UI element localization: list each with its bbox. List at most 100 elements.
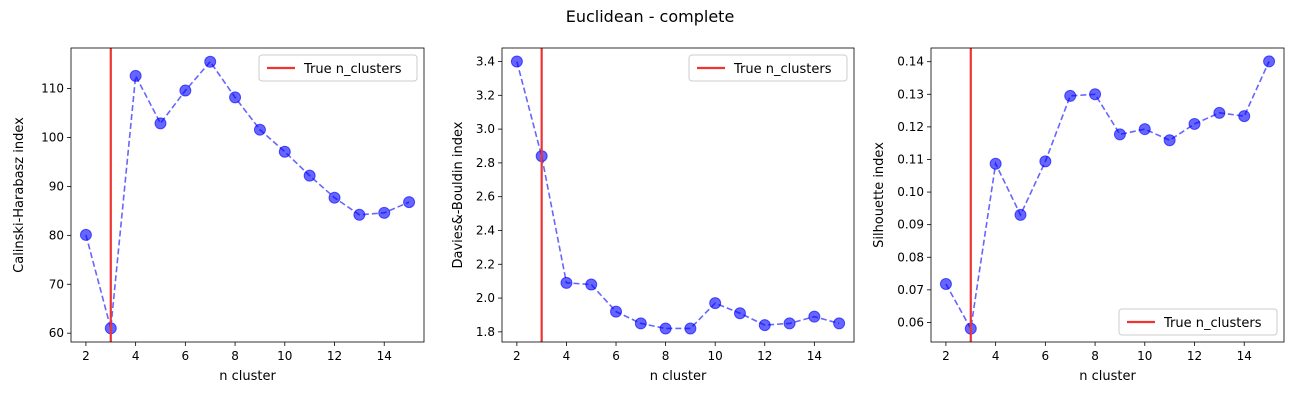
y-tick-label: 3.2	[476, 88, 495, 102]
y-tick-label: 0.09	[897, 218, 924, 232]
data-point	[154, 117, 167, 130]
x-tick-label: 8	[231, 349, 239, 363]
data-point	[758, 319, 771, 332]
x-tick-label: 6	[1042, 349, 1050, 363]
data-point	[1213, 106, 1226, 119]
data-point	[808, 310, 821, 323]
y-tick-label: 0.13	[897, 87, 924, 101]
chart-panel-silhouette: 2 4 6 8 10 12 14 0.06 0.07 0.08 0.09 0.10 0.11 0.12 0.…	[872, 47, 1285, 384]
legend-box	[688, 54, 848, 82]
axes-frame	[501, 47, 855, 343]
x-tick-label: 6	[182, 349, 190, 363]
data-point	[709, 297, 722, 310]
data-point	[610, 305, 623, 318]
data-point	[278, 145, 291, 158]
data-point	[1039, 155, 1052, 168]
y-tick-label: 100	[41, 131, 64, 145]
data-point	[634, 317, 647, 330]
series-line	[945, 61, 1270, 332]
y-tick-label: 110	[41, 82, 64, 96]
legend-label: True n_clusters	[303, 62, 402, 77]
y-tick-label: 60	[49, 326, 64, 340]
figure-title: Euclidean - complete	[566, 7, 735, 26]
data-point	[403, 196, 416, 209]
x-tick-label: 12	[1187, 349, 1202, 363]
y-tick-label: 0.06	[897, 315, 924, 329]
y-tick-label: 2.4	[476, 223, 495, 237]
chart-panel-davies: 2 4 6 8 10 12 14 1.8 2.0 2.2 2.4 2.6 2.8 3.0 3.2 3.4 n c…	[451, 47, 855, 384]
y-tick-label: 90	[49, 179, 64, 193]
y-axis-label: Davies&-Bouldin index	[451, 121, 466, 268]
x-tick-label: 12	[327, 349, 342, 363]
data-point	[378, 206, 391, 219]
data-point	[328, 191, 341, 204]
data-point	[229, 91, 242, 104]
data-point	[1263, 55, 1276, 68]
y-tick-label: 0.08	[897, 250, 924, 264]
x-tick-label: 2	[82, 349, 90, 363]
y-tick-label: 0.10	[897, 185, 924, 199]
series-line	[85, 60, 410, 329]
x-axis-label: n cluster	[1079, 369, 1136, 384]
data-point	[733, 307, 746, 320]
y-tick-label: 80	[49, 228, 64, 242]
x-tick-label: 4	[563, 349, 571, 363]
y-tick-label: 3.0	[476, 122, 495, 136]
legend-label: True n_clusters	[733, 62, 832, 77]
data-point	[560, 276, 573, 289]
y-tick-label: 2.8	[476, 156, 495, 170]
data-point	[989, 157, 1002, 170]
data-point	[303, 169, 316, 182]
data-point	[510, 55, 523, 68]
x-axis-label: n cluster	[650, 369, 707, 384]
y-tick-label: 0.07	[897, 283, 924, 297]
x-tick-label: 2	[942, 349, 950, 363]
y-tick-label: 0.11	[897, 152, 924, 166]
data-point	[1014, 208, 1027, 221]
data-point	[684, 322, 697, 335]
x-tick-label: 12	[757, 349, 772, 363]
axes-frame	[70, 47, 425, 343]
y-axis-label: Calinski-Harabasz index	[12, 117, 27, 273]
data-point	[1138, 123, 1151, 136]
x-tick-label: 14	[1237, 349, 1252, 363]
data-point	[939, 277, 952, 290]
y-tick-label: 2.6	[476, 190, 495, 204]
data-point	[783, 317, 796, 330]
data-point	[1238, 110, 1251, 123]
x-tick-label: 10	[277, 349, 292, 363]
x-tick-label: 14	[807, 349, 822, 363]
data-point	[585, 278, 598, 291]
data-point	[1089, 88, 1102, 101]
y-tick-label: 2.2	[476, 257, 495, 271]
data-point	[659, 322, 672, 335]
data-point	[129, 69, 142, 82]
legend-label: True n_clusters	[1163, 316, 1262, 331]
y-tick-label: 1.8	[476, 325, 495, 339]
x-tick-label: 14	[377, 349, 392, 363]
y-axis-label: Silhouette index	[872, 142, 887, 248]
data-point	[79, 228, 92, 241]
x-tick-label: 4	[132, 349, 140, 363]
legend-box	[258, 54, 418, 82]
x-tick-label: 2	[513, 349, 521, 363]
data-point	[833, 317, 846, 330]
x-tick-label: 6	[612, 349, 620, 363]
legend-box	[1118, 308, 1278, 336]
y-tick-label: 2.0	[476, 291, 495, 305]
data-point	[353, 208, 366, 221]
x-tick-label: 8	[662, 349, 670, 363]
data-point	[1163, 134, 1176, 147]
y-tick-label: 70	[49, 277, 64, 291]
data-point	[253, 123, 266, 136]
data-point	[1064, 89, 1077, 102]
legend: True n_clusters	[1118, 308, 1278, 336]
axes-frame	[930, 47, 1285, 343]
y-tick-label: 0.12	[897, 120, 924, 134]
legend: True n_clusters	[688, 54, 848, 82]
data-point	[1113, 128, 1126, 141]
y-tick-label: 3.4	[476, 55, 495, 69]
legend: True n_clusters	[258, 54, 418, 82]
y-tick-label: 0.14	[897, 55, 924, 69]
